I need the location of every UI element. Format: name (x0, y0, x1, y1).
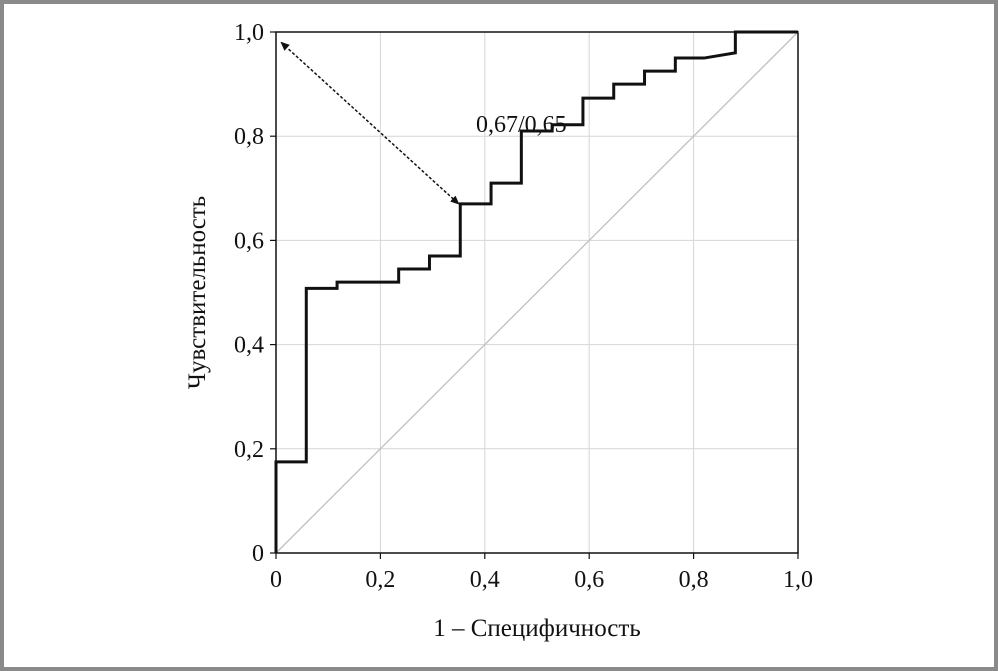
y-axis-title: Чувствительность (184, 196, 211, 389)
annotation-label: 0,67/0,65 (476, 112, 567, 138)
plot-area (275, 31, 799, 554)
y-tick-label: 0,2 (234, 437, 264, 463)
x-axis-title: 1 – Специфичность (433, 615, 640, 642)
y-tick-label: 0,4 (234, 333, 264, 359)
x-tick-label: 0,4 (470, 567, 500, 593)
y-axis: 0 0,2 0,4 0,6 0,8 1,0 (234, 20, 276, 567)
x-tick-label: 0,2 (365, 567, 395, 593)
y-tick-label: 0 (252, 541, 264, 567)
series-group (274, 30, 799, 554)
x-tick-label: 0,8 (679, 567, 709, 593)
roc-curve-line (274, 30, 798, 553)
reference-diagonal-line (275, 31, 799, 554)
annotation-arrow (280, 41, 460, 205)
x-tick-label: 0,6 (574, 567, 604, 593)
y-tick-label: 1,0 (234, 20, 264, 46)
x-tick-label: 0 (270, 567, 282, 593)
y-tick-label: 0,8 (234, 124, 264, 150)
x-tick-label: 1,0 (783, 567, 813, 593)
x-axis: 0 0,2 0,4 0,6 0,8 1,0 (270, 553, 813, 593)
y-tick-label: 0,6 (234, 228, 264, 254)
annotation: 0,67/0,65 (280, 41, 567, 205)
